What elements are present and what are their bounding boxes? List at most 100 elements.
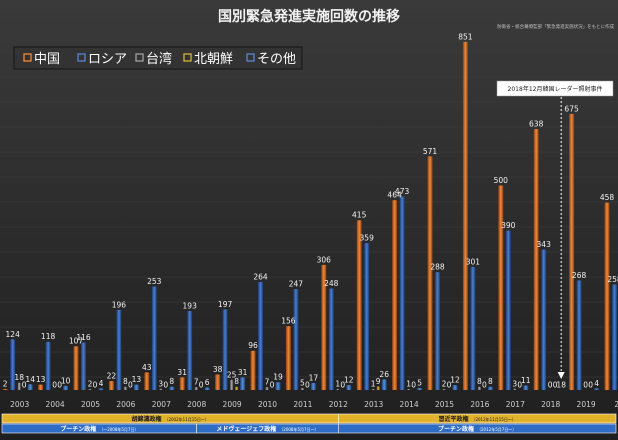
x-tick-label: 2004 — [46, 400, 65, 409]
data-label: 13 — [132, 375, 142, 384]
bars-layer — [2, 41, 617, 390]
bar-中国-2017 — [498, 185, 504, 390]
bar-その他-2016 — [487, 386, 493, 390]
data-label: 5 — [300, 378, 305, 387]
bar-ロシア-2011 — [293, 288, 299, 390]
bar-中国-2010 — [250, 350, 256, 390]
bar-中国-2012 — [321, 264, 327, 390]
data-label: 571 — [423, 147, 438, 156]
legend-label: 北朝鮮 — [194, 52, 233, 67]
data-label: 5 — [417, 378, 422, 387]
data-label: 107 — [69, 337, 84, 346]
data-label: 264 — [253, 273, 268, 282]
bar-中国-2019 — [569, 113, 575, 390]
data-label: 7 — [194, 378, 199, 387]
data-label: 390 — [501, 221, 516, 230]
bar-台湾-2003 — [17, 382, 21, 390]
data-label: 306 — [317, 255, 332, 264]
data-label: 197 — [218, 300, 233, 309]
data-label: 4 — [594, 379, 599, 388]
bar-その他-2007 — [169, 386, 175, 390]
data-label: 10 — [61, 376, 71, 385]
data-label: 359 — [360, 234, 375, 243]
data-label: 0 — [340, 381, 345, 390]
bar-ロシア-2016 — [470, 266, 476, 390]
bar-台湾-2017 — [513, 388, 517, 390]
period-label: 習近平政権 （2012年11月15日～） — [438, 415, 515, 423]
bar-ロシア-2020 — [612, 284, 617, 390]
x-tick-label: 2019 — [577, 400, 596, 409]
bar-ロシア-2006 — [116, 309, 122, 390]
bar-台湾-2015 — [442, 389, 446, 390]
data-label: 12 — [450, 376, 460, 385]
x-tick-label: 2007 — [152, 400, 171, 409]
bar-台湾-2013 — [371, 389, 375, 390]
data-label: 31 — [177, 368, 187, 377]
data-label: 6 — [205, 378, 210, 387]
data-label: 14 — [25, 375, 35, 384]
bar-ロシア-2014 — [399, 196, 405, 390]
data-label: 247 — [289, 279, 304, 288]
bar-ロシア-2003 — [10, 339, 16, 390]
data-label: 0 — [482, 381, 487, 390]
data-label: 0 — [553, 381, 558, 390]
bar-北朝鮮-2013 — [376, 386, 380, 390]
data-label: 13 — [36, 375, 46, 384]
data-label: 0 — [583, 381, 588, 390]
annotation-arrow — [557, 372, 565, 379]
bar-ロシア-2008 — [187, 311, 193, 390]
data-label: 343 — [537, 240, 552, 249]
data-label: 196 — [112, 300, 127, 309]
period-label: プーチン政権 （2012年5月7日～） — [438, 425, 516, 433]
bar-中国-2015 — [427, 156, 433, 390]
data-label: 473 — [395, 187, 410, 196]
data-label: 19 — [273, 373, 283, 382]
period-label: プーチン政権 （～2008年5月7日） — [60, 425, 138, 433]
data-label: 0 — [270, 381, 275, 390]
bar-ロシア-2012 — [328, 288, 334, 390]
data-label: 851 — [458, 32, 473, 41]
bar-その他-2005 — [98, 388, 104, 390]
x-tick-label: 2017 — [506, 400, 525, 409]
bar-中国-2003 — [2, 389, 8, 390]
data-label: 31 — [238, 368, 248, 377]
legend-swatch — [23, 53, 32, 62]
data-label: 0 — [588, 381, 593, 390]
bar-中国-2004 — [38, 384, 44, 390]
x-tick-label: 2011 — [293, 400, 312, 409]
bar-中国-2006 — [108, 381, 114, 390]
data-label: 2 — [442, 380, 447, 389]
bar-中国-2011 — [285, 326, 291, 390]
data-label: 675 — [564, 104, 579, 113]
bar-台湾-2014 — [407, 389, 411, 390]
legend-label: 中国 — [34, 52, 60, 67]
annotation-box — [496, 80, 614, 97]
legend-swatch — [77, 53, 86, 62]
bar-台湾-2009 — [230, 379, 234, 390]
legend-swatch — [183, 53, 192, 62]
data-label: 0 — [447, 381, 452, 390]
data-label: 464 — [387, 191, 402, 200]
bar-台湾-2007 — [159, 388, 163, 390]
bar-中国-2007 — [144, 372, 150, 390]
data-label: 38 — [213, 365, 223, 374]
bar-中国-2005 — [73, 346, 79, 390]
bar-ロシア-2005 — [81, 342, 86, 390]
x-tick-label: 2013 — [364, 400, 383, 409]
bar-その他-2019 — [594, 388, 600, 390]
data-label: 4 — [99, 379, 104, 388]
x-tick-label: 2005 — [81, 400, 100, 409]
bar-台湾-2012 — [336, 389, 340, 390]
bar-台湾-2006 — [123, 386, 127, 390]
x-tick-label: 2016 — [470, 400, 489, 409]
data-label: 0 — [548, 381, 553, 390]
data-label: 96 — [248, 341, 258, 350]
bar-ロシア-2010 — [258, 282, 263, 390]
bar-その他-2013 — [381, 379, 387, 390]
bar-ロシア-2009 — [222, 309, 228, 390]
data-label: 22 — [107, 372, 117, 381]
x-tick-label: 2010 — [258, 400, 277, 409]
data-label: 2 — [3, 380, 8, 389]
bar-台湾-2016 — [477, 386, 481, 390]
data-label: 268 — [572, 271, 587, 280]
